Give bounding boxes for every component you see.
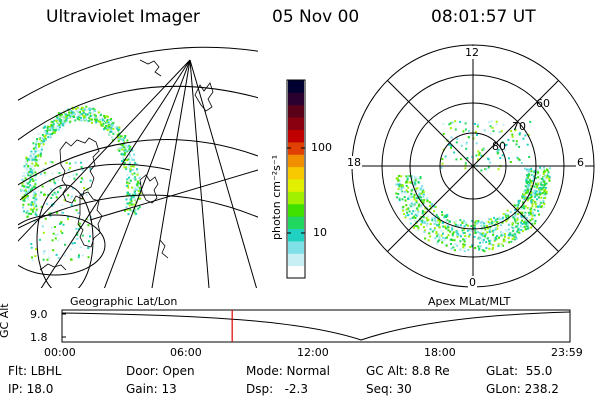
colorbar-swatch — [288, 92, 304, 106]
colorbar-swatch — [288, 141, 304, 155]
colorbar-swatch — [288, 166, 304, 180]
glat-info: GLat: 55.0 — [486, 364, 553, 378]
colorbar-swatch — [288, 179, 304, 192]
colorbar-swatch — [288, 154, 304, 168]
gc-alt-info: GC Alt: 8.8 Re — [366, 364, 450, 378]
timeline-x-tick-2359: 23:59 — [551, 346, 583, 359]
colorbar-swatch — [288, 253, 304, 267]
gain-info: Gain: 13 — [126, 382, 177, 396]
colorbar-swatch — [288, 265, 304, 279]
timeline-y-tick-high: 9.0 — [30, 308, 48, 321]
timeline-x-tick-1200: 12:00 — [297, 346, 329, 359]
glon-info: GLon: 238.2 — [486, 382, 559, 396]
polar-plot — [351, 44, 595, 288]
dsp-info: Dsp: -2.3 — [246, 382, 309, 396]
timeline-x-tick-0000: 00:00 — [44, 346, 76, 359]
colorbar-swatch — [288, 129, 304, 143]
colorbar-swatch — [288, 104, 304, 118]
colorbar-swatch — [288, 216, 304, 229]
mlt-label-0: 0 — [468, 276, 477, 289]
filter-info: Flt: LBHL — [8, 364, 62, 378]
colorbar — [286, 79, 306, 279]
door-info: Door: Open — [126, 364, 195, 378]
timeline — [61, 309, 571, 343]
mlt-label-18: 18 — [346, 156, 362, 169]
colorbar-unit-label: photon cm⁻²s⁻¹ — [270, 154, 283, 240]
colorbar-swatch — [288, 228, 304, 242]
mlat-label-60: 60 — [536, 97, 550, 110]
timeline-x-tick-0600: 06:00 — [170, 346, 202, 359]
date-label: 05 Nov 00 — [272, 7, 360, 27]
mode-info: Mode: Normal — [246, 364, 330, 378]
timeline-y-tick-low: 1.8 — [30, 331, 48, 344]
timeline-y-label: GC Alt — [0, 303, 11, 338]
mlt-label-6: 6 — [576, 156, 585, 169]
colorbar-swatch — [288, 240, 304, 254]
mlat-label-70: 70 — [512, 120, 526, 133]
mlt-label-12: 12 — [464, 46, 480, 59]
polar-panel-label: Apex MLat/MLT — [428, 295, 511, 308]
seq-info: Seq: 30 — [366, 382, 412, 396]
instrument-title: Ultraviolet Imager — [46, 7, 200, 27]
colorbar-swatch — [288, 117, 304, 130]
mlat-label-80: 80 — [492, 140, 506, 153]
geographic-map — [18, 46, 258, 288]
colorbar-swatch — [288, 80, 304, 93]
colorbar-swatch — [288, 191, 304, 205]
geo-panel-label: Geographic Lat/Lon — [70, 295, 178, 308]
colorbar-tick-10: 10 — [313, 226, 327, 239]
timeline-x-tick-1800: 18:00 — [424, 346, 456, 359]
ip-info: IP: 18.0 — [8, 382, 54, 396]
time-label: 08:01:57 UT — [431, 7, 536, 27]
colorbar-tick-100: 100 — [311, 141, 332, 154]
polar-aurora — [395, 120, 551, 253]
colorbar-swatch — [288, 203, 304, 217]
